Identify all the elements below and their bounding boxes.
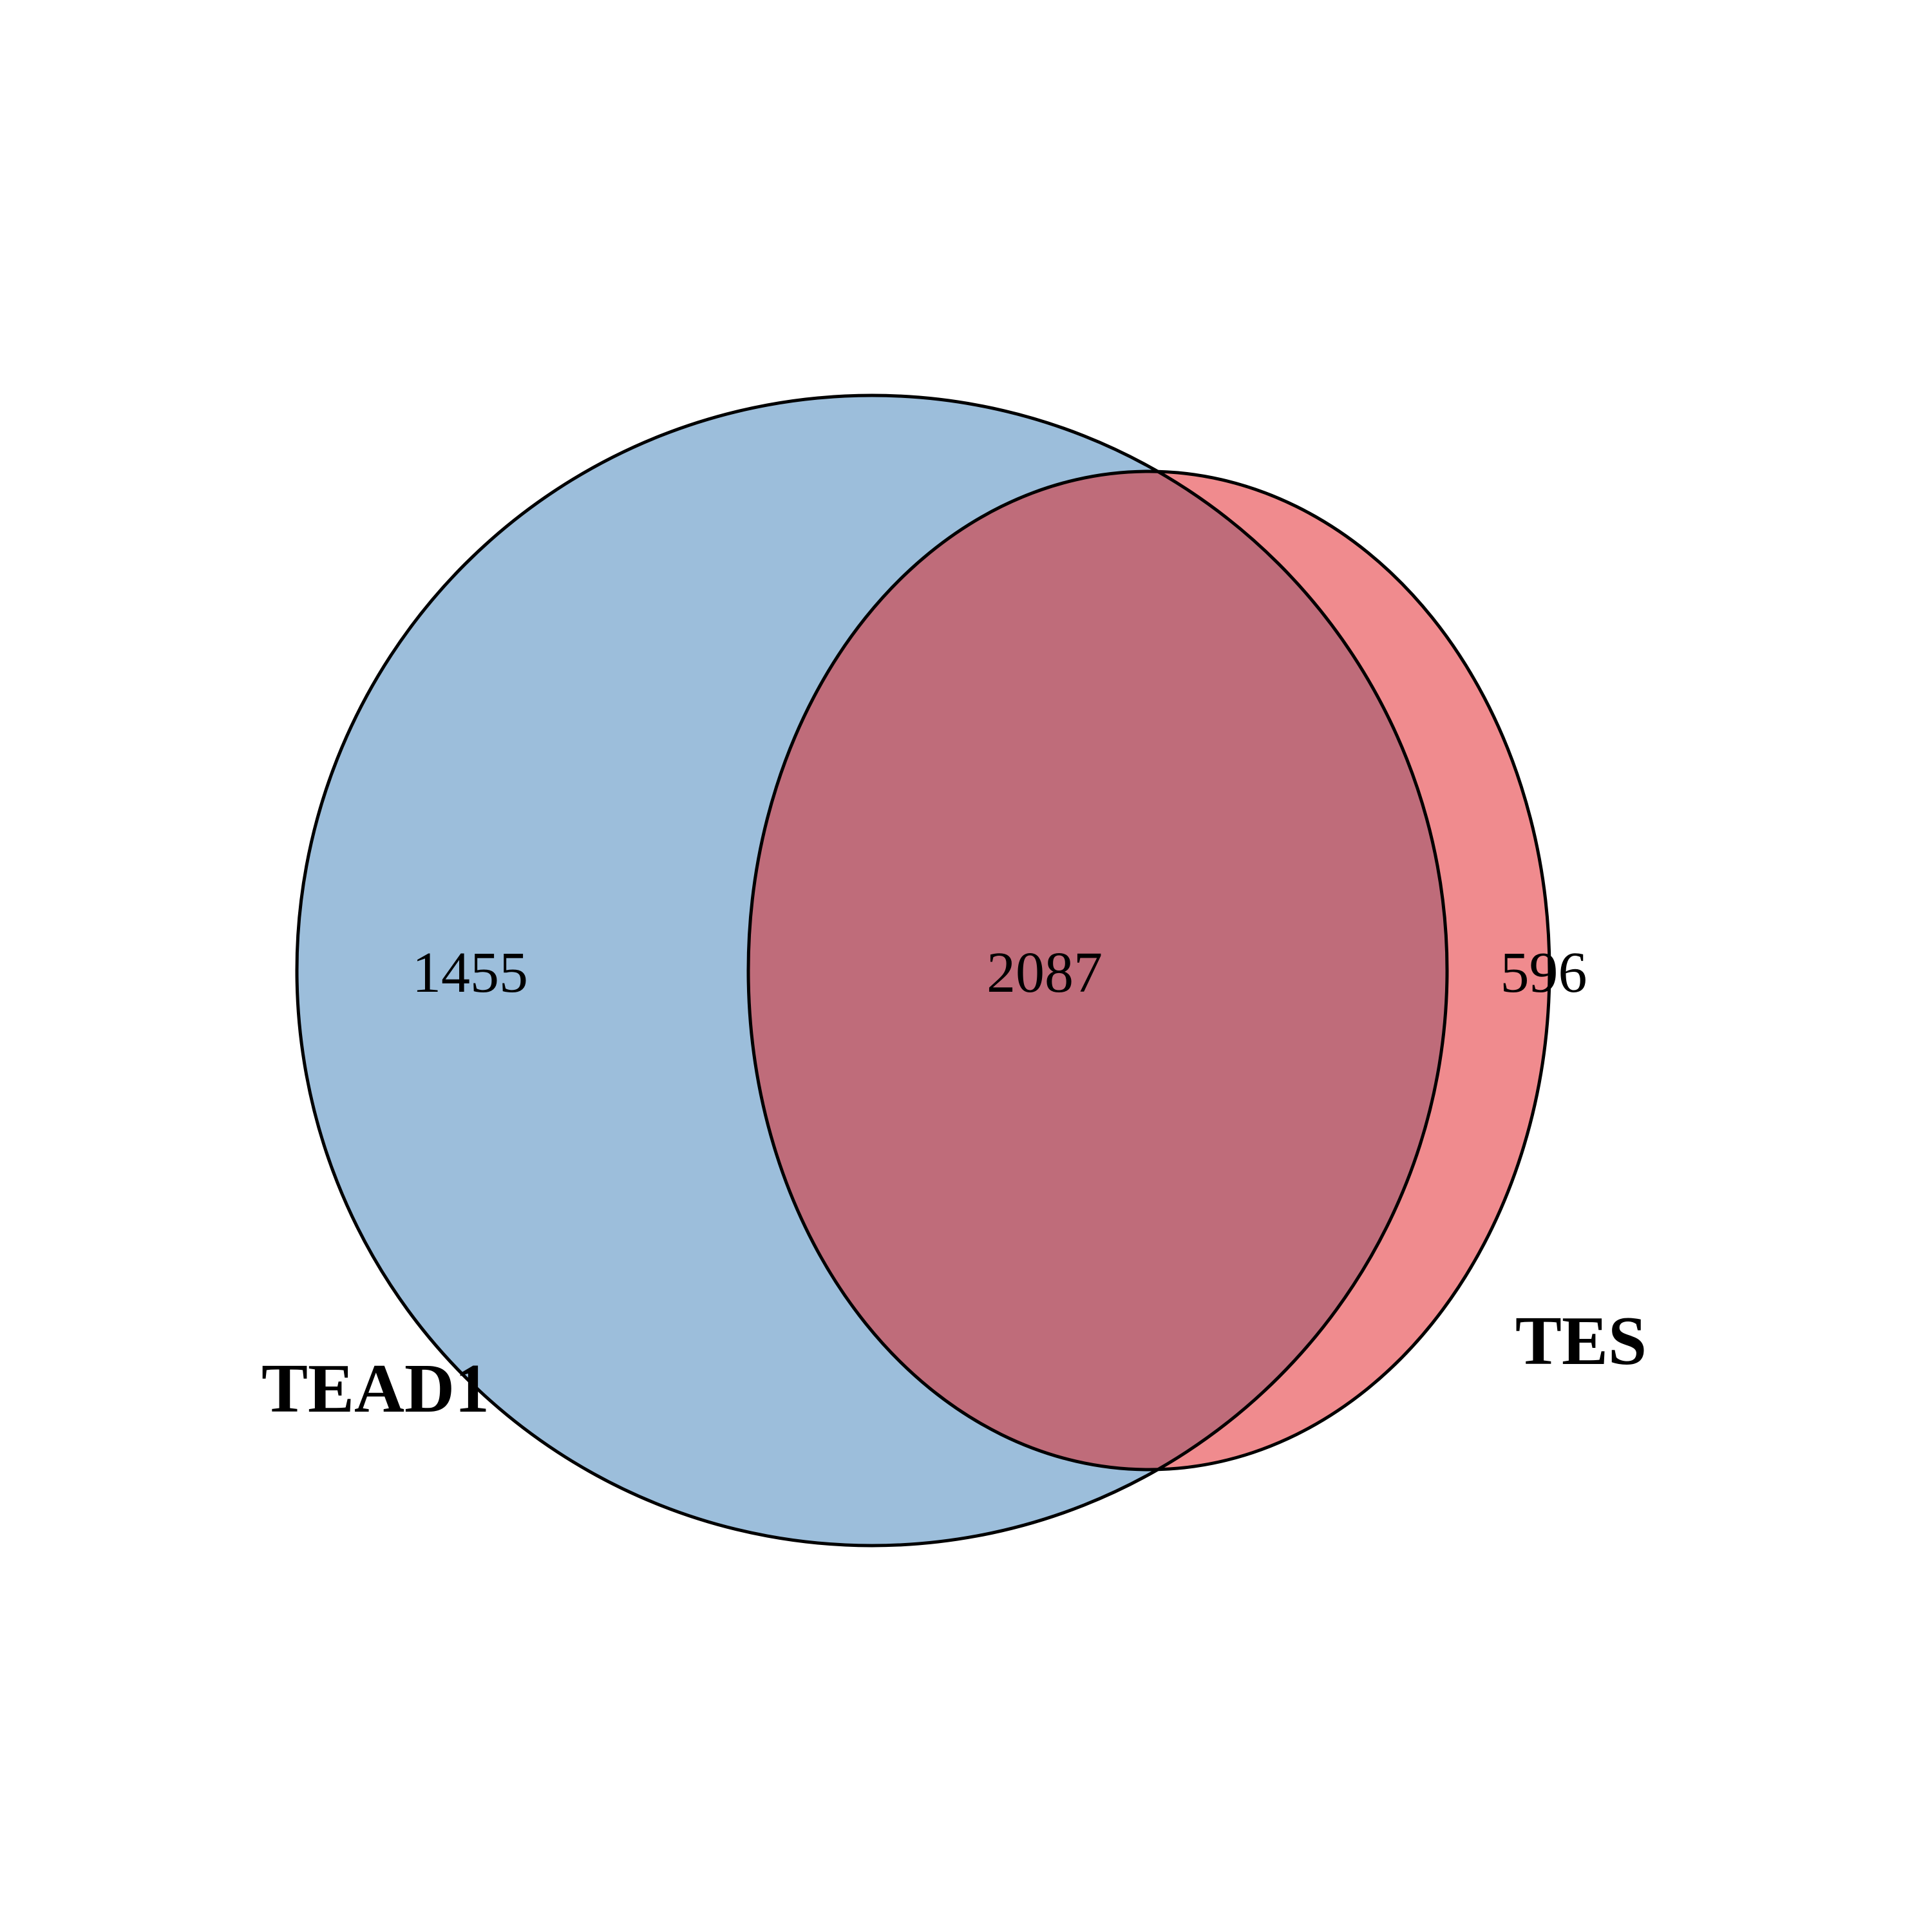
count-tead1-only: 1455: [412, 941, 528, 1005]
tead1-outline: [295, 393, 1449, 1548]
count-tes-only: 596: [1501, 941, 1587, 1005]
set-label-tes: TES: [1515, 1303, 1647, 1379]
overlap-region: [748, 471, 1447, 1470]
set-label-tead1: TEAD1: [261, 1350, 489, 1427]
tes-outline: [746, 469, 1551, 1472]
count-overlap: 2087: [987, 941, 1103, 1005]
